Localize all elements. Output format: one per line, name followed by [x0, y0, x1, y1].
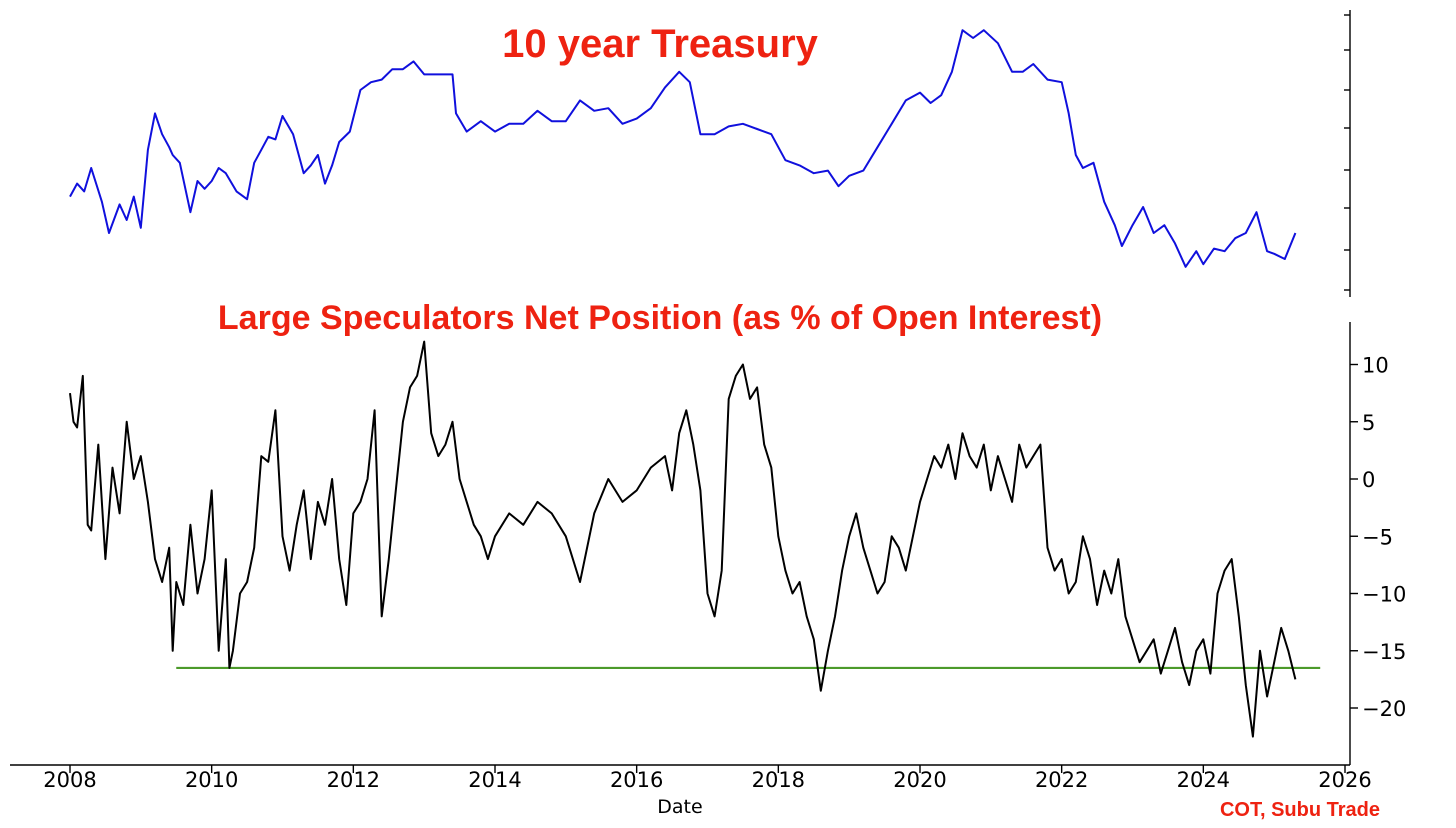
x-tick-label: 2020	[893, 768, 946, 792]
treasury-series-line	[69, 29, 1297, 268]
speculators-panel: 10 5 0 −5 −10 −15 −20 2008 2010 2012 2014 2016 2018…	[10, 299, 1406, 818]
x-tick-label: 2008	[43, 768, 96, 792]
y-tick-label: 0	[1362, 468, 1375, 492]
x-tick-label: 2026	[1318, 768, 1371, 792]
speculators-series-line	[69, 340, 1297, 738]
y-tick-label: −15	[1362, 640, 1406, 664]
y-tick-label: −10	[1362, 583, 1406, 607]
x-tick-label: 2012	[327, 768, 380, 792]
x-tick-label: 2022	[1035, 768, 1088, 792]
treasury-y-ticks	[1344, 14, 1350, 291]
x-tick-label: 2010	[185, 768, 238, 792]
x-tick-label: 2016	[610, 768, 663, 792]
x-tick-label: 2024	[1177, 768, 1230, 792]
x-axis-label: Date	[657, 796, 702, 818]
y-tick-label: 10	[1362, 354, 1389, 378]
y-tick-label: −5	[1362, 525, 1393, 549]
speculators-y-ticks: 10 5 0 −5 −10 −15 −20	[1350, 354, 1406, 721]
y-tick-label: −20	[1362, 697, 1406, 721]
x-tick-label: 2018	[752, 768, 805, 792]
treasury-panel: 10 year Treasury	[69, 10, 1351, 297]
x-ticks: 2008 2010 2012 2014 2016 2018 2020 2022 2024 2026	[43, 765, 1372, 792]
treasury-chart-title: 10 year Treasury	[502, 22, 819, 66]
y-tick-label: 5	[1362, 411, 1375, 435]
x-tick-label: 2014	[468, 768, 521, 792]
source-credit: COT, Subu Trade	[1220, 799, 1380, 821]
speculators-chart-title: Large Speculators Net Position (as % of …	[218, 299, 1102, 337]
